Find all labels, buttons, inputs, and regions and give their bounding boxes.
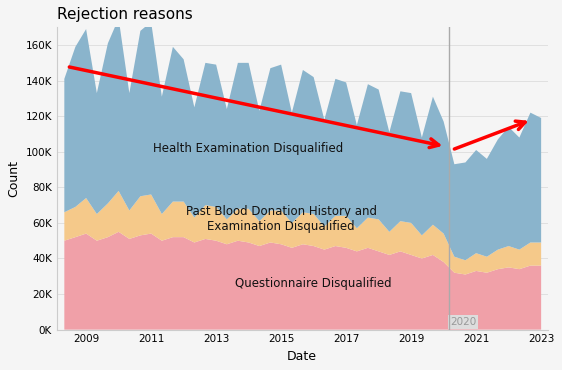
- Y-axis label: Count: Count: [7, 160, 20, 197]
- Text: Rejection reasons: Rejection reasons: [57, 7, 193, 22]
- X-axis label: Date: Date: [287, 350, 318, 363]
- Text: Health Examination Disqualified: Health Examination Disqualified: [153, 142, 344, 155]
- Text: Past Blood Donation History and
Examination Disqualified: Past Blood Donation History and Examinat…: [185, 205, 377, 233]
- Text: 2020: 2020: [450, 317, 477, 327]
- Text: Questionnaire Disqualified: Questionnaire Disqualified: [235, 277, 392, 290]
